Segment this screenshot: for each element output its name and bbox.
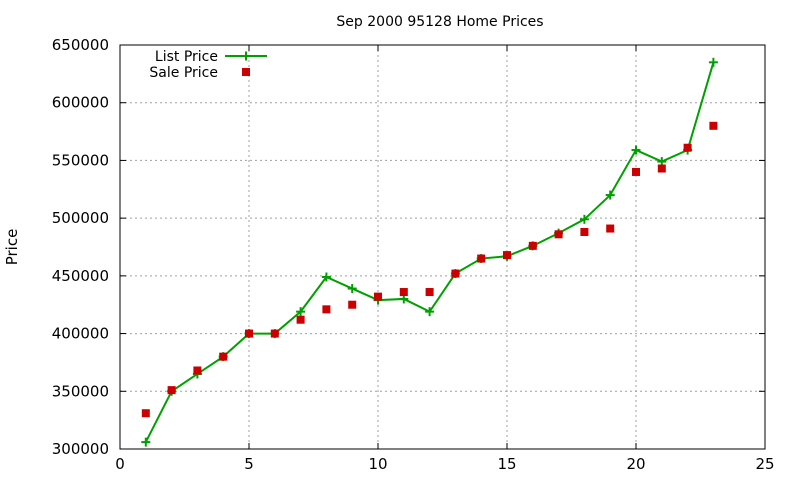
data-point	[425, 307, 435, 317]
x-tick-label: 15	[497, 455, 516, 473]
data-point	[296, 307, 306, 317]
data-point	[503, 251, 511, 260]
y-tick-label: 400000	[52, 325, 109, 343]
plot-frame	[119, 44, 766, 450]
data-point	[245, 329, 253, 338]
axes: 0 5 10 15 20 25 300000 350000 400000 450000 500000…	[52, 36, 775, 473]
x-tick-label: 20	[626, 455, 645, 473]
x-tick-label: 10	[368, 455, 387, 473]
data-point	[554, 230, 563, 239]
data-point	[477, 254, 486, 263]
data-point	[270, 329, 279, 338]
grid	[120, 45, 765, 449]
data-point	[425, 288, 434, 297]
data-point	[451, 269, 460, 278]
y-tick-label: 450000	[52, 267, 109, 285]
data-point	[193, 366, 202, 375]
data-point	[683, 143, 692, 152]
data-point	[296, 315, 305, 324]
series-layer	[141, 57, 718, 447]
data-point	[631, 145, 641, 155]
x-tick-label: 25	[755, 455, 774, 473]
legend-label: List Price	[155, 49, 218, 65]
series-sale-price	[141, 121, 718, 418]
data-point	[708, 57, 718, 67]
x-tick-label: 5	[244, 455, 254, 473]
series-list-price	[141, 57, 718, 447]
y-axis-label: Price	[3, 229, 21, 266]
data-point	[348, 300, 357, 309]
data-point	[580, 227, 589, 236]
legend-marker	[242, 68, 250, 76]
data-point	[141, 409, 150, 418]
y-tick-label: 350000	[52, 382, 109, 400]
data-point	[322, 305, 331, 314]
series-line	[144, 62, 715, 443]
data-point	[605, 190, 615, 200]
data-point	[709, 121, 718, 130]
legend-item: List Price	[155, 49, 267, 65]
data-point	[528, 241, 537, 250]
data-point	[579, 214, 589, 224]
legend-item: Sale Price	[149, 65, 250, 81]
data-point	[141, 437, 151, 447]
data-point	[321, 272, 331, 282]
data-point	[657, 164, 666, 173]
y-tick-label: 550000	[52, 151, 109, 169]
data-point	[167, 386, 176, 395]
y-tick-label: 650000	[52, 36, 109, 54]
legend-marker	[241, 51, 251, 61]
data-point	[606, 224, 615, 233]
data-point	[219, 352, 228, 361]
y-tick-label: 300000	[52, 440, 109, 458]
data-point	[347, 284, 357, 294]
x-tick-label: 0	[115, 455, 125, 473]
data-point	[632, 167, 640, 176]
data-point	[374, 292, 382, 301]
legend-label: Sale Price	[149, 65, 218, 81]
data-point	[399, 288, 408, 297]
y-tick-label: 600000	[52, 94, 109, 112]
chart-title: Sep 2000 95128 Home Prices	[336, 14, 543, 30]
y-tick-label: 500000	[52, 209, 109, 227]
